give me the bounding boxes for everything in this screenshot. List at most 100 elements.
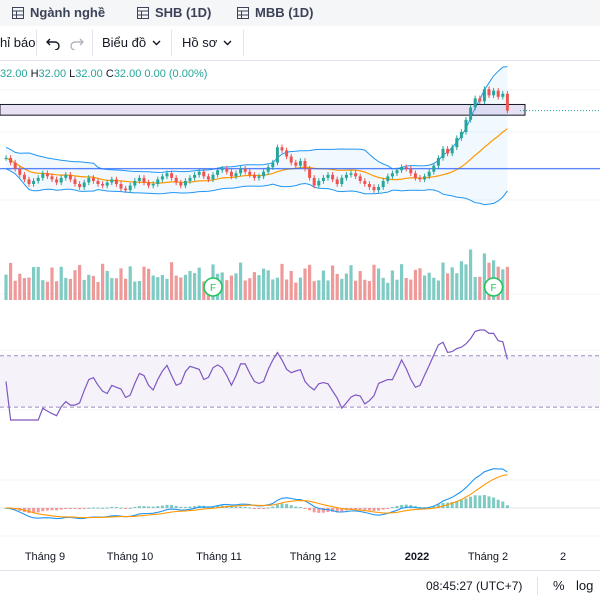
volume-bar — [225, 280, 229, 300]
candle-body — [183, 180, 187, 186]
macd-histogram-bar — [317, 508, 321, 513]
volume-bar — [160, 274, 164, 300]
candle-body — [133, 180, 137, 186]
indicators-button[interactable]: hỉ báo — [0, 35, 35, 50]
volume-bar — [22, 278, 26, 300]
redo-icon[interactable] — [70, 36, 84, 50]
macd-histogram-bar — [464, 498, 468, 508]
macd-histogram-bar — [294, 506, 298, 508]
ohlc-high-key: H — [30, 68, 39, 80]
price-chart[interactable]: F F Tháng 9 Tháng 10 Tháng 11 Tháng 12 2022 Thá… — [0, 60, 600, 570]
macd-histogram-bar — [354, 508, 358, 510]
volume-bar — [151, 275, 155, 300]
volume-bar — [45, 281, 49, 300]
candle-body — [91, 177, 95, 181]
undo-icon[interactable] — [46, 36, 60, 50]
candle-body — [82, 182, 86, 188]
indicators-label: hỉ báo — [0, 35, 36, 50]
candle-body — [473, 98, 477, 108]
candle-body — [119, 184, 123, 189]
candle-body — [400, 167, 404, 171]
tab-shb[interactable]: SHB (1D) — [137, 5, 211, 20]
tab-mbb-label: MBB (1D) — [255, 5, 314, 20]
macd-histogram-bar — [128, 507, 132, 509]
macd-histogram-bar — [257, 508, 261, 509]
table-icon — [237, 6, 249, 19]
macd-histogram-bar — [478, 495, 482, 508]
toolbar-divider — [92, 30, 93, 56]
candle-body — [266, 167, 270, 172]
candle-body — [280, 147, 284, 151]
event-marker — [483, 277, 504, 297]
bollinger-lower-line — [5, 168, 508, 206]
candle-body — [464, 119, 468, 132]
candle-body — [303, 161, 307, 169]
volume-bar — [344, 273, 348, 300]
macd-histogram-bar — [50, 508, 54, 511]
chart-menu-button[interactable]: Biểu đồ — [102, 35, 161, 50]
volume-bar — [170, 262, 174, 300]
macd-histogram-bar — [349, 508, 353, 510]
toolbar-divider — [36, 30, 37, 56]
macd-histogram-bar — [298, 507, 302, 509]
macd-histogram-bar — [473, 495, 477, 508]
candle-body — [160, 176, 164, 180]
volume-bar — [27, 277, 31, 300]
candle-body — [225, 168, 229, 172]
macd-histogram-bar — [418, 506, 422, 508]
macd-histogram-bar — [482, 495, 486, 508]
volume-bar — [262, 268, 266, 300]
candle-body — [211, 174, 215, 180]
candle-body — [459, 132, 463, 139]
volume-bar — [128, 266, 132, 300]
volume-bar — [395, 279, 399, 300]
bollinger-upper-line — [5, 66, 508, 173]
candle-body — [124, 188, 128, 191]
macd-histogram-bar — [312, 508, 316, 513]
candle-body — [404, 167, 408, 169]
candle-body — [41, 173, 45, 178]
volume-bar — [229, 275, 233, 300]
macd-histogram-bar — [381, 508, 385, 510]
event-marker-label: F — [491, 283, 497, 294]
candle-body — [202, 171, 206, 177]
ohlc-low: 32.00 — [75, 68, 103, 80]
volume-bar — [280, 263, 284, 300]
volume-bar — [404, 278, 408, 300]
volume-bar — [386, 282, 390, 300]
volume-bar — [349, 265, 353, 300]
tab-industry[interactable]: Ngành nghề — [12, 5, 105, 20]
candle-body — [358, 176, 362, 181]
candle-body — [262, 171, 266, 177]
candle-body — [381, 180, 385, 188]
candle-body — [423, 176, 427, 180]
candle-body — [446, 148, 450, 154]
candle-body — [22, 174, 26, 180]
candle-body — [275, 147, 279, 163]
macd-histogram-bar — [363, 508, 367, 510]
candle-body — [64, 174, 68, 178]
macd-histogram-bar — [303, 508, 307, 509]
volume-bar — [78, 264, 82, 300]
log-scale-button[interactable]: log — [576, 578, 594, 593]
volume-bar — [478, 276, 482, 300]
volume-bar — [82, 279, 86, 300]
macd-histogram-bar — [275, 504, 279, 508]
volume-bar — [68, 278, 72, 300]
candle-body — [9, 158, 13, 163]
tab-mbb[interactable]: MBB (1D) — [237, 5, 314, 20]
profile-menu-button[interactable]: Hồ sơ — [182, 35, 232, 50]
chevron-down-icon — [223, 40, 232, 45]
macd-histogram-bar — [170, 505, 174, 508]
ohlc-legend: 32.00 H32.00 L32.00 C32.00 0.00 (0.00%) — [0, 68, 207, 80]
volume-bar — [381, 277, 385, 300]
candle-body — [469, 107, 473, 120]
macd-histogram-bar — [183, 506, 187, 508]
x-axis-label: 2 — [560, 551, 566, 563]
macd-histogram-bar — [404, 504, 408, 508]
volume-bar — [294, 282, 298, 300]
candle-body — [344, 174, 348, 178]
toolbar-divider — [243, 30, 244, 56]
percent-scale-button[interactable]: % — [553, 578, 565, 593]
volume-bar — [257, 275, 261, 300]
